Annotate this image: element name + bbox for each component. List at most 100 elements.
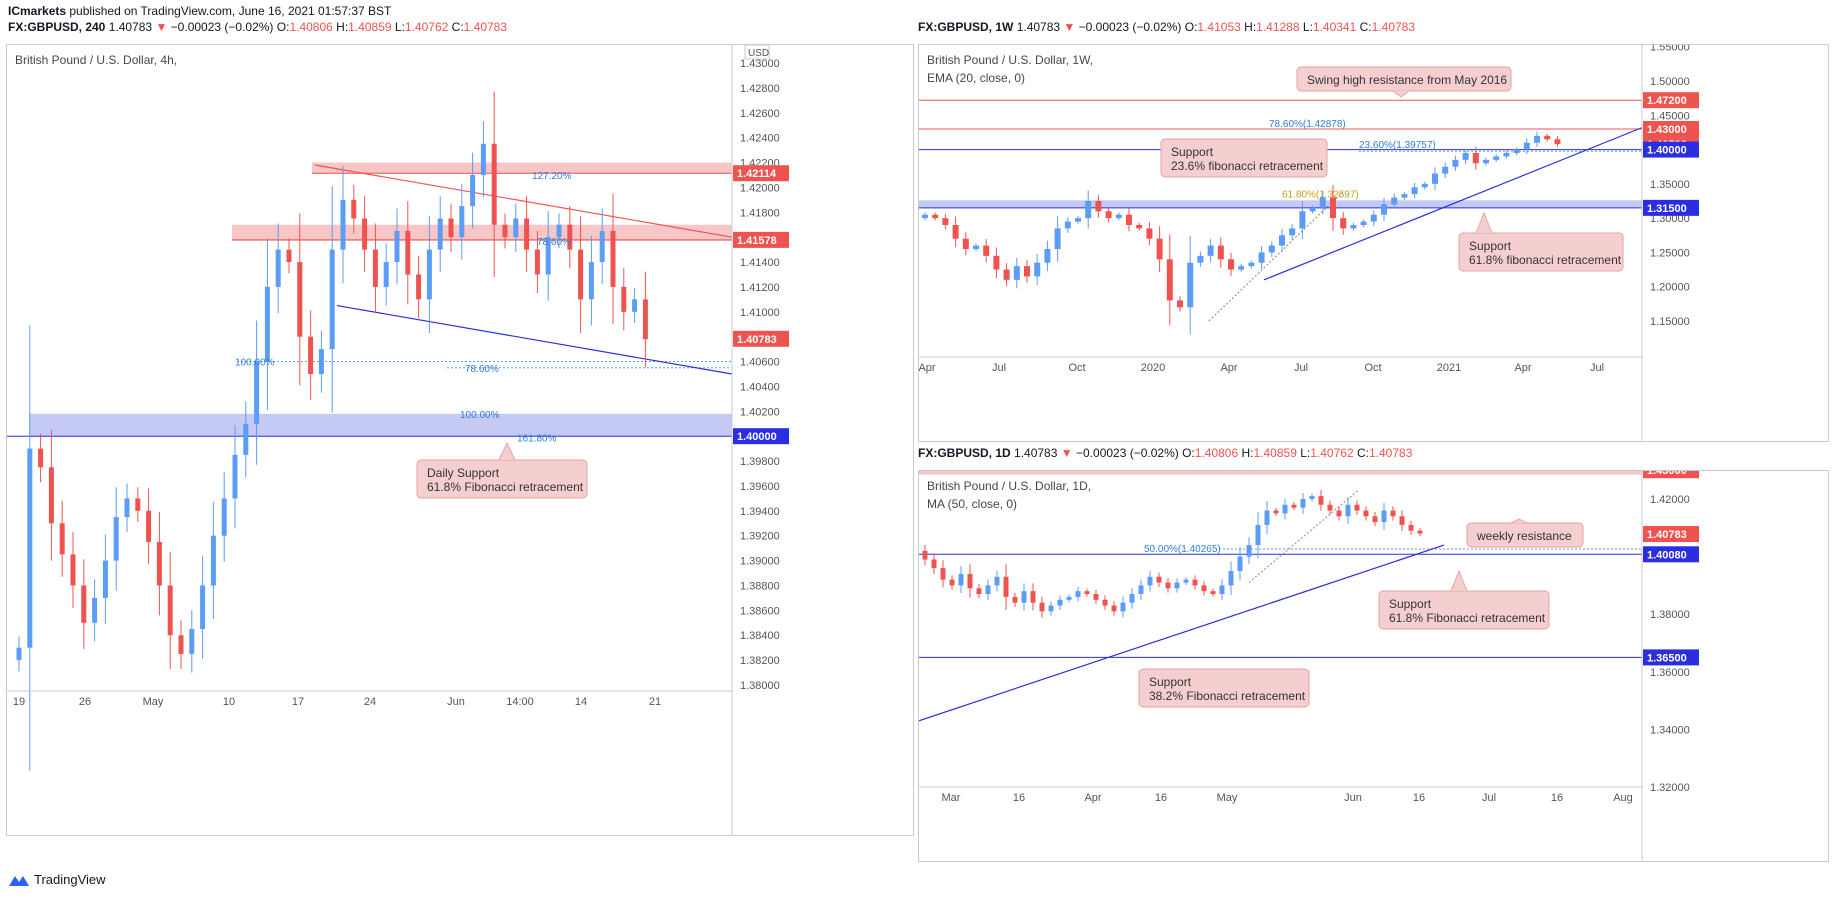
price-tick-label: 1.41800	[740, 207, 780, 219]
chart-panel-4h[interactable]: British Pound / U.S. Dollar, 4h, 127.20%…	[6, 44, 914, 836]
candle-body	[1354, 504, 1360, 511]
candle-body	[1273, 510, 1279, 514]
candle-body	[27, 448, 33, 648]
candle-body	[1340, 218, 1347, 229]
candle-body	[405, 230, 411, 275]
candle-body	[1217, 245, 1224, 260]
currency-badge	[744, 45, 770, 60]
price-tick-label: 1.32000	[1650, 782, 1690, 794]
chart-panel-1d[interactable]: British Pound / U.S. Dollar, 1D, MA (50,…	[918, 470, 1829, 862]
price-tick-label: 1.20000	[1650, 282, 1690, 294]
price-tick-label: 1.39400	[740, 506, 780, 518]
candle-body	[1219, 585, 1225, 595]
candle-body	[1039, 602, 1045, 612]
candle-body	[1136, 225, 1143, 229]
d1-low: 1.40762	[1310, 446, 1354, 460]
price-tick-label: 1.40200	[740, 406, 780, 418]
annotation-text: 23.6% fibonacci retracement	[1171, 159, 1324, 173]
candle-body	[1207, 245, 1214, 256]
candle-body	[1534, 135, 1540, 143]
annotation-text: Daily Support	[427, 466, 500, 480]
candle-body	[221, 498, 227, 536]
price-tag-label: 1.40783	[737, 334, 777, 346]
candle-body	[1166, 259, 1173, 301]
time-tick-label: 10	[223, 696, 235, 708]
candle-body	[1115, 214, 1122, 219]
chart-panel-1w[interactable]: British Pound / U.S. Dollar, 1W, EMA (20…	[918, 44, 1829, 442]
publisher-name[interactable]: ICmarkets	[8, 4, 67, 18]
chart-svg-1w[interactable]: 78.60%(1.42878) 23.60%(1.39757) 61.80%(1.3…	[919, 45, 1828, 441]
w1-symbol: FX:GBPUSD, 1W	[918, 20, 1014, 34]
candle-body	[254, 361, 260, 424]
time-tick-label: 16	[1413, 792, 1425, 804]
candle-body	[1111, 605, 1117, 612]
candle-body	[1174, 582, 1180, 589]
fib-label: 61.80%(1.32597)	[1282, 189, 1359, 200]
candle-body	[1129, 594, 1135, 603]
down-arrow-icon: ▼	[1060, 446, 1073, 460]
w1-open: 1.41053	[1197, 20, 1241, 34]
candle-body	[1318, 496, 1324, 505]
candle-body	[1363, 510, 1369, 517]
candle-body	[1483, 159, 1489, 164]
candle-body	[922, 214, 928, 219]
candle-body	[329, 249, 335, 350]
price-tick-label: 1.38400	[740, 630, 780, 642]
candle-body	[308, 336, 314, 374]
h4-close-label: C:	[451, 20, 464, 34]
candle-body	[1399, 516, 1405, 525]
candle-body	[1003, 576, 1009, 597]
candle-body	[1472, 153, 1479, 164]
channel-lower-line	[336, 304, 733, 375]
candle-body	[1391, 197, 1398, 205]
resistance-zone	[312, 162, 732, 174]
h4-high-label: H:	[336, 20, 349, 34]
candle-body	[942, 218, 949, 225]
chart-svg-4h[interactable]: 127.20% 78.60% 100.00% 78.60% 100.00% 161.80%…	[7, 45, 913, 835]
annotation-pointer	[498, 441, 516, 461]
price-tick-label: 1.42600	[740, 108, 780, 120]
chart-svg-1d[interactable]: 50.00%(1.40265)1.420001.400001.380001.36…	[919, 471, 1828, 861]
annotation-text: 61.8% Fibonacci retracement	[427, 480, 584, 494]
candle-body	[491, 143, 497, 225]
candle-body	[534, 249, 540, 275]
price-tick-label: 1.41200	[740, 282, 780, 294]
price-tick-label: 1.40600	[740, 357, 780, 369]
publisher-line: ICmarkets published on TradingView.com, …	[8, 4, 391, 18]
candle-body	[1146, 228, 1153, 239]
price-tick-label: 1.38000	[740, 680, 780, 692]
resistance-zone	[919, 471, 1642, 475]
footer-brand[interactable]: TradingView	[8, 872, 106, 887]
d1-last: 1.40783	[1014, 446, 1058, 460]
price-tag-label: 1.43000	[1647, 471, 1687, 477]
candle-body	[1095, 201, 1102, 212]
candle-body	[1381, 510, 1387, 523]
candle-body	[1554, 139, 1561, 145]
candle-body	[1291, 504, 1297, 508]
candle-body	[983, 245, 990, 256]
h4-high: 1.40859	[348, 20, 392, 34]
candle-body	[1370, 214, 1377, 222]
price-tick-label: 1.30000	[1650, 213, 1690, 225]
candle-body	[1503, 153, 1510, 157]
candle-body	[1084, 591, 1090, 595]
price-tick-label: 1.45000	[1650, 110, 1690, 122]
time-tick-label: 2021	[1437, 362, 1461, 374]
tradingview-logo-icon	[9, 875, 29, 886]
price-tick-label: 1.50000	[1650, 76, 1690, 88]
candle-body	[1044, 249, 1051, 263]
candle-body	[1064, 221, 1071, 229]
candle-body	[1300, 499, 1306, 508]
candle-body	[437, 218, 443, 250]
candle-body	[59, 523, 65, 555]
w1-low-label: L:	[1302, 20, 1313, 34]
candle-body	[135, 498, 141, 511]
price-tick-label: 1.40400	[740, 381, 780, 393]
candle-body	[178, 635, 184, 654]
w1-close: 1.40783	[1371, 20, 1416, 34]
candle-body	[578, 249, 584, 300]
candle-body	[1350, 225, 1357, 229]
candle-body	[1024, 266, 1030, 277]
price-tag	[733, 165, 789, 182]
candle-body	[502, 224, 508, 238]
